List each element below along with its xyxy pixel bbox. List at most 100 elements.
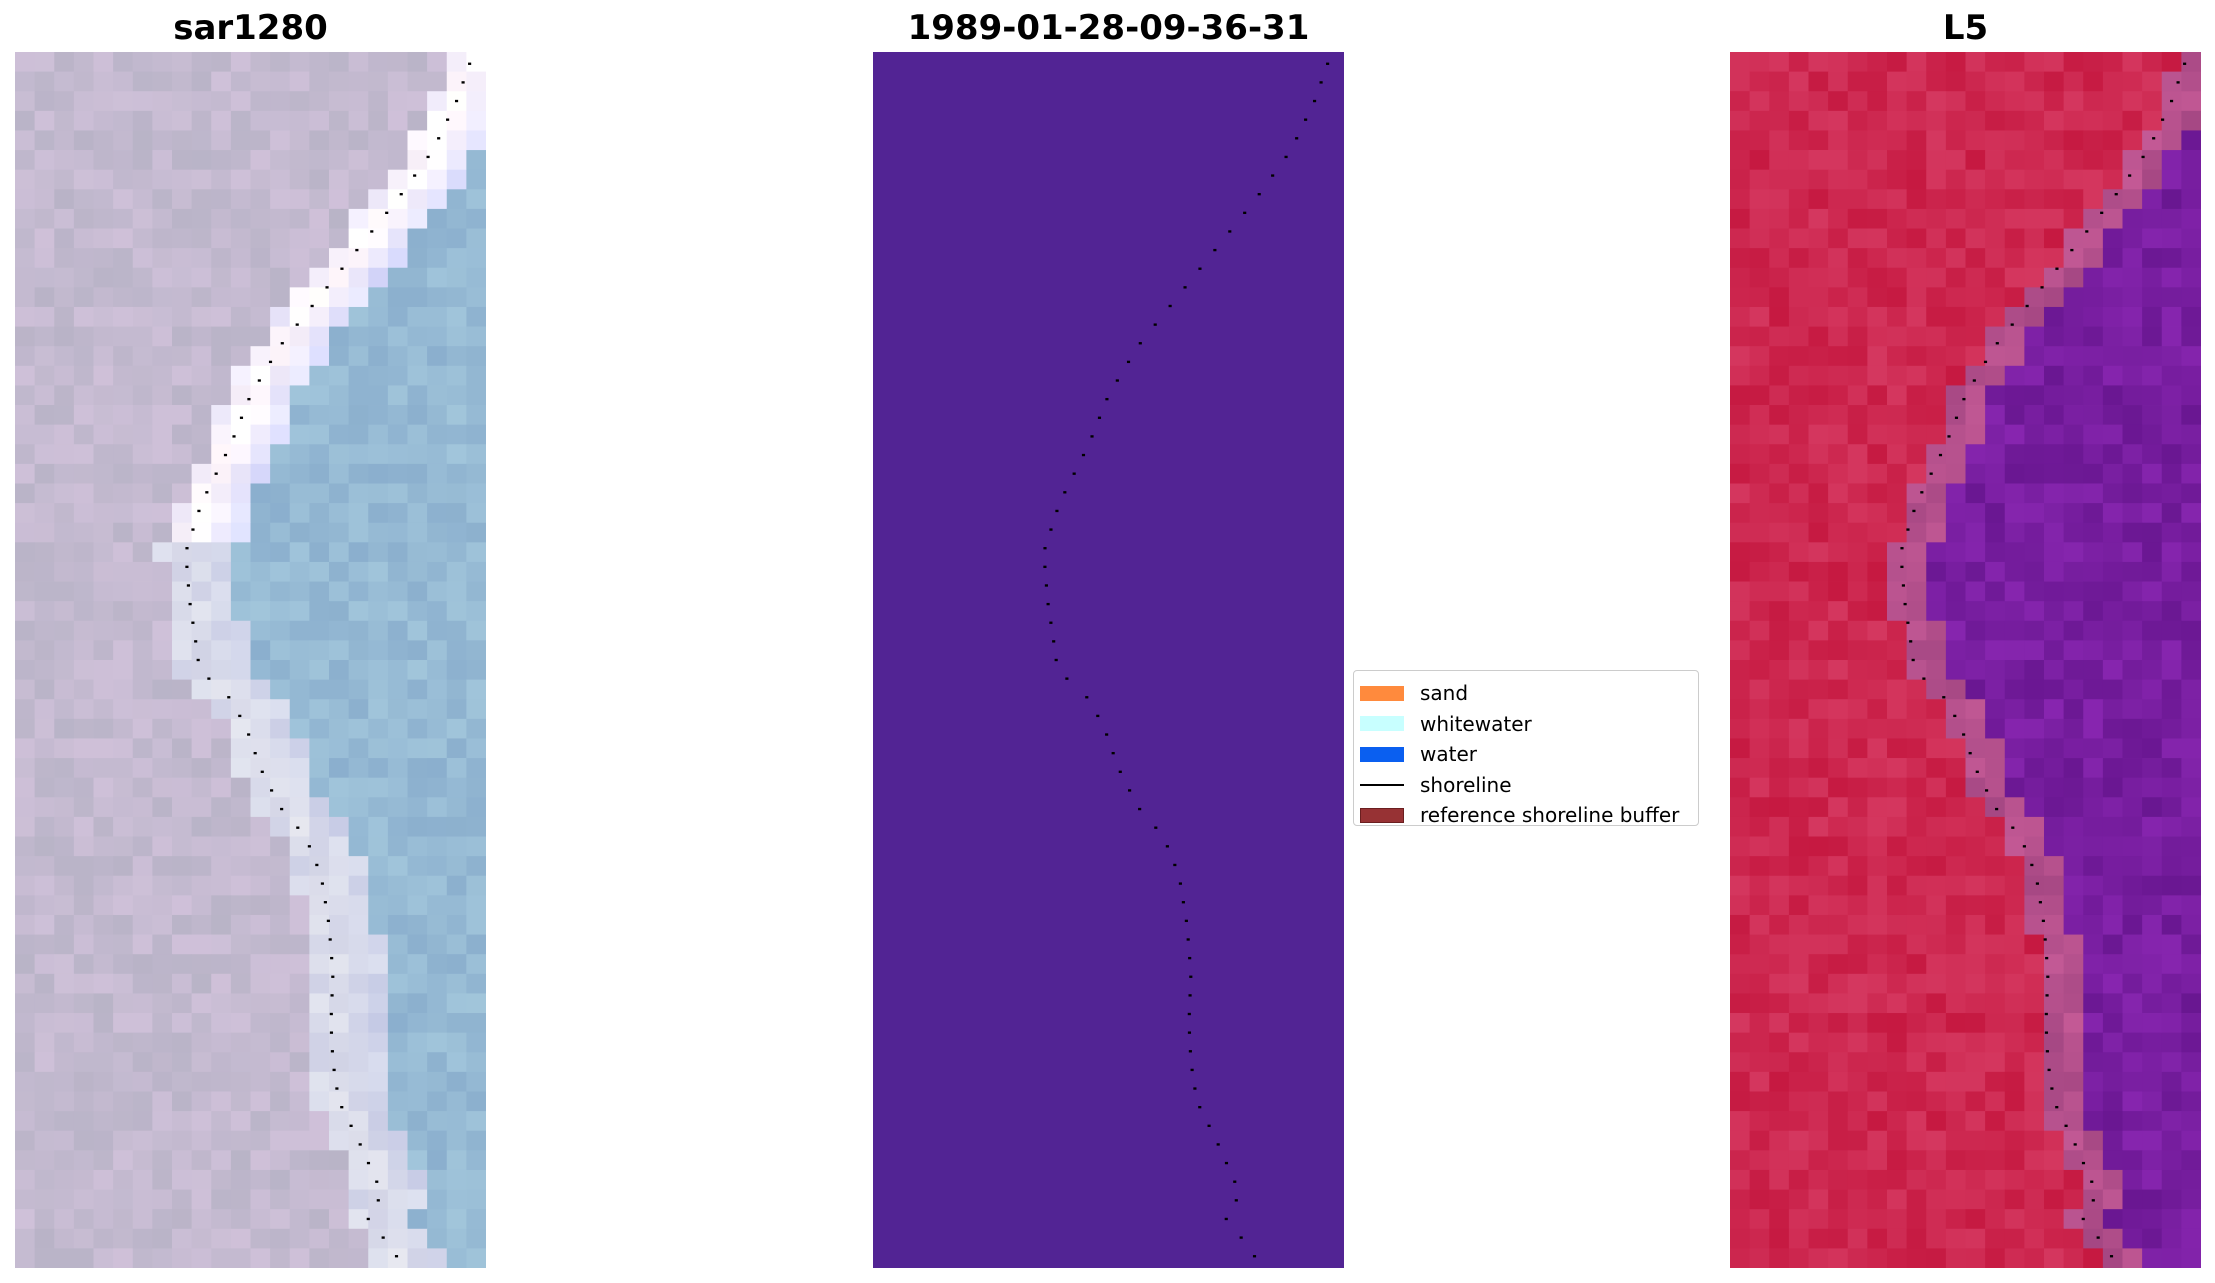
image-pixel: [1887, 895, 1908, 916]
shoreline-dot: [194, 640, 198, 643]
image-pixel: [427, 561, 448, 582]
image-pixel: [1965, 1150, 1986, 1171]
image-pixel: [2181, 503, 2201, 524]
image-pixel: [329, 1150, 350, 1171]
image-pixel: [152, 679, 173, 700]
shoreline-dot: [1097, 416, 1102, 419]
image-pixel: [1945, 71, 1966, 92]
image-pixel: [2004, 248, 2025, 269]
image-pixel: [1847, 1169, 1868, 1190]
image-pixel: [54, 306, 75, 327]
image-pixel: [2044, 993, 2065, 1014]
image-pixel: [132, 856, 153, 877]
image-pixel: [1808, 993, 1829, 1014]
image-pixel: [2142, 1209, 2163, 1230]
image-pixel: [387, 660, 408, 681]
image-pixel: [2004, 1228, 2025, 1249]
image-pixel: [427, 738, 448, 759]
image-pixel: [329, 856, 350, 877]
image-pixel: [93, 189, 114, 210]
image-pixel: [466, 993, 486, 1014]
image-pixel: [1730, 777, 1751, 798]
image-pixel: [466, 1071, 486, 1092]
image-pixel: [172, 934, 193, 955]
shoreline-dot: [2050, 1087, 2054, 1090]
image-pixel: [2122, 777, 2143, 798]
image-pixel: [2063, 248, 2084, 269]
image-pixel: [1730, 1013, 1751, 1034]
image-pixel: [211, 346, 232, 367]
image-pixel: [1887, 660, 1908, 681]
image-pixel: [1847, 91, 1868, 112]
image-pixel: [387, 405, 408, 426]
image-pixel: [1945, 326, 1966, 347]
shoreline-dot: [2176, 81, 2180, 84]
image-pixel: [34, 405, 55, 426]
image-pixel: [289, 699, 310, 720]
shoreline-dot: [2010, 323, 2014, 326]
image-pixel: [1887, 71, 1908, 92]
image-pixel: [230, 954, 251, 975]
image-pixel: [2122, 306, 2143, 327]
image-pixel: [2142, 836, 2163, 857]
image-pixel: [2181, 797, 2201, 818]
image-pixel: [270, 797, 291, 818]
image-pixel: [2102, 1209, 2123, 1230]
image-pixel: [1945, 895, 1966, 916]
image-pixel: [15, 1032, 36, 1053]
image-pixel: [466, 640, 486, 661]
shoreline-dot: [2081, 1217, 2085, 1221]
image-pixel: [2142, 405, 2163, 426]
image-pixel: [289, 601, 310, 622]
image-pixel: [73, 581, 94, 602]
image-pixel: [387, 1013, 408, 1034]
image-pixel: [309, 1189, 330, 1210]
image-pixel: [270, 1209, 291, 1230]
image-pixel: [1730, 248, 1751, 269]
image-pixel: [250, 522, 271, 543]
image-pixel: [250, 601, 271, 622]
image-pixel: [73, 208, 94, 229]
image-pixel: [132, 914, 153, 935]
image-pixel: [2044, 816, 2065, 837]
image-pixel: [2102, 542, 2123, 563]
shoreline-dot: [2055, 267, 2059, 270]
shoreline-dot: [1128, 789, 1132, 792]
image-pixel: [2102, 738, 2123, 759]
image-pixel: [407, 1091, 428, 1112]
image-pixel: [2142, 1111, 2163, 1132]
image-pixel: [93, 444, 114, 465]
image-pixel: [466, 1189, 486, 1210]
image-pixel: [1749, 993, 1770, 1014]
image-pixel: [2122, 699, 2143, 720]
image-pixel: [427, 1248, 448, 1268]
image-pixel: [427, 601, 448, 622]
shoreline-dot: [358, 1143, 362, 1146]
shoreline-dot: [2038, 901, 2042, 904]
image-pixel: [466, 934, 486, 955]
image-pixel: [191, 856, 212, 877]
image-pixel: [1867, 1130, 1888, 1151]
image-pixel: [1788, 601, 1809, 622]
image-pixel: [54, 1228, 75, 1249]
image-pixel: [2142, 248, 2163, 269]
image-pixel: [2161, 463, 2182, 484]
image-pixel: [93, 640, 114, 661]
shoreline-dot: [335, 1087, 339, 1090]
image-pixel: [289, 267, 310, 288]
image-pixel: [15, 875, 36, 896]
image-pixel: [2102, 228, 2123, 249]
image-pixel: [2063, 660, 2084, 681]
image-pixel: [1887, 1052, 1908, 1073]
image-pixel: [2122, 267, 2143, 288]
image-pixel: [270, 405, 291, 426]
image-pixel: [2004, 267, 2025, 288]
shoreline-dot: [2183, 62, 2187, 65]
shoreline-dot: [1190, 1068, 1194, 1072]
image-pixel: [230, 150, 251, 171]
image-pixel: [2102, 444, 2123, 465]
shoreline-dot: [1962, 397, 1966, 401]
image-pixel: [1788, 150, 1809, 171]
image-pixel: [191, 581, 212, 602]
image-pixel: [2181, 424, 2201, 445]
